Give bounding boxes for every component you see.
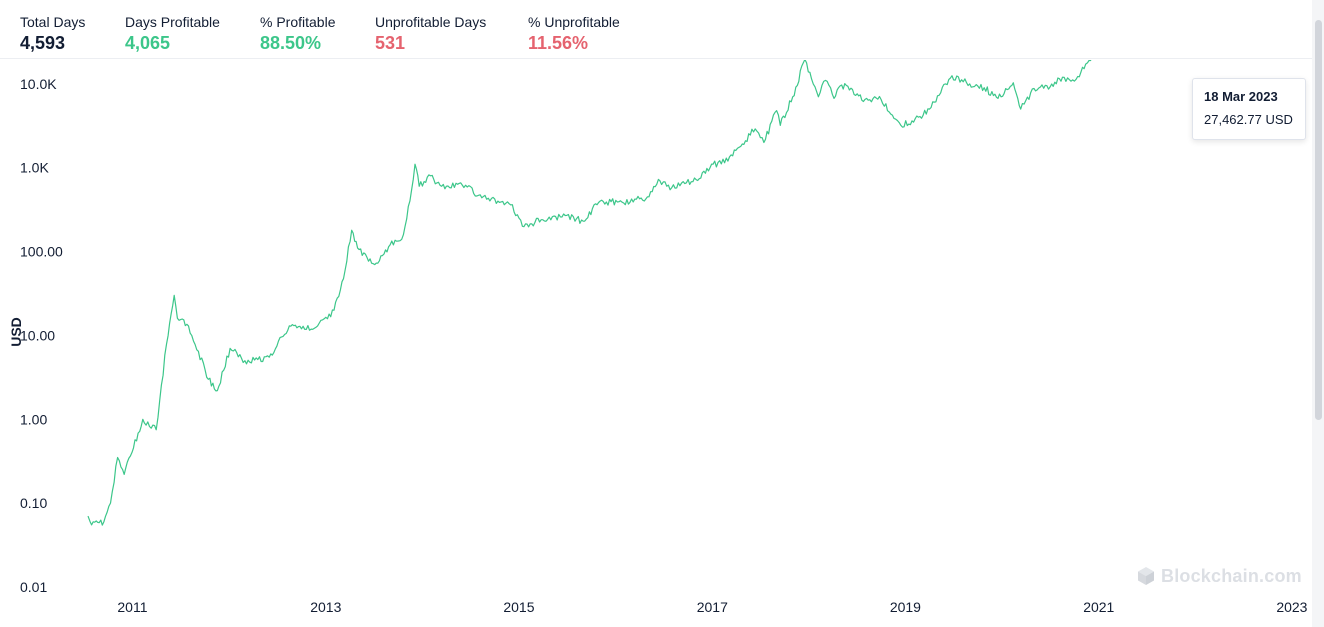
stats-bar: Total Days 4,593 Days Profitable 4,065 %… <box>0 0 1312 59</box>
stat-label: Unprofitable Days <box>375 14 487 30</box>
x-tick-label: 2019 <box>890 599 921 615</box>
stat-value: 88.50% <box>260 33 322 53</box>
stat-value: 4,593 <box>20 33 66 53</box>
x-tick-label: 2015 <box>503 599 534 615</box>
y-tick-label: 100.00 <box>20 244 63 260</box>
blockchain-logo-icon <box>1138 567 1154 585</box>
stat-label: Days Profitable <box>125 14 220 30</box>
x-axis-ticks: 2011 2013 2015 2017 2019 2021 2023 <box>117 599 1307 615</box>
stat-value: 531 <box>375 33 406 53</box>
stat-value: 11.56% <box>528 33 589 53</box>
x-tick-label: 2017 <box>697 599 728 615</box>
y-axis-label-group: USD <box>8 317 24 347</box>
watermark: Blockchain.com <box>1136 565 1302 587</box>
tooltip-date: 18 Mar 2023 <box>1204 89 1278 104</box>
stat-percent-unprofitable: % Unprofitable 11.56% <box>528 14 620 54</box>
y-tick-label: 0.10 <box>20 495 47 511</box>
watermark-text: Blockchain.com <box>1161 565 1302 586</box>
y-axis-label: USD <box>8 317 24 347</box>
y-tick-label: 1.00 <box>20 411 47 427</box>
stat-label: % Unprofitable <box>528 14 620 30</box>
y-axis-ticks: 0.01 0.10 1.00 10.00 100.00 1.0K 10.0K <box>20 76 63 595</box>
tooltip-value: 27,462.77 USD <box>1204 112 1293 127</box>
y-tick-label: 10.0K <box>20 76 57 92</box>
price-series <box>87 13 1313 526</box>
stat-percent-profitable: % Profitable 88.50% <box>260 14 335 54</box>
stat-label: % Profitable <box>260 14 336 30</box>
price-chart[interactable]: USD 0.01 0.10 1.00 10.00 100.00 1.0K 10.0K 201… <box>0 13 1313 627</box>
x-tick-label: 2013 <box>310 599 341 615</box>
y-tick-label: 0.01 <box>20 579 47 595</box>
x-tick-label: 2011 <box>117 599 147 615</box>
stat-unprofitable-days: Unprofitable Days 531 <box>375 14 486 54</box>
x-tick-label: 2021 <box>1083 599 1114 615</box>
stat-label: Total Days <box>20 14 86 30</box>
x-tick-label: 2023 <box>1276 599 1307 615</box>
y-tick-label: 1.0K <box>20 160 49 176</box>
price-tooltip: 18 Mar 2023 27,462.77 USD <box>1192 78 1306 140</box>
stat-value: 4,065 <box>125 33 171 53</box>
series-line-profitable <box>87 33 1102 526</box>
stat-total-days: Total Days 4,593 <box>20 14 85 54</box>
y-tick-label: 10.00 <box>20 327 55 343</box>
scrollbar-thumb[interactable] <box>1315 20 1322 420</box>
stat-days-profitable: Days Profitable 4,065 <box>125 14 220 54</box>
chart-area[interactable]: USD 0.01 0.10 1.00 10.00 100.00 1.0K 10.0K 201… <box>0 13 1313 627</box>
